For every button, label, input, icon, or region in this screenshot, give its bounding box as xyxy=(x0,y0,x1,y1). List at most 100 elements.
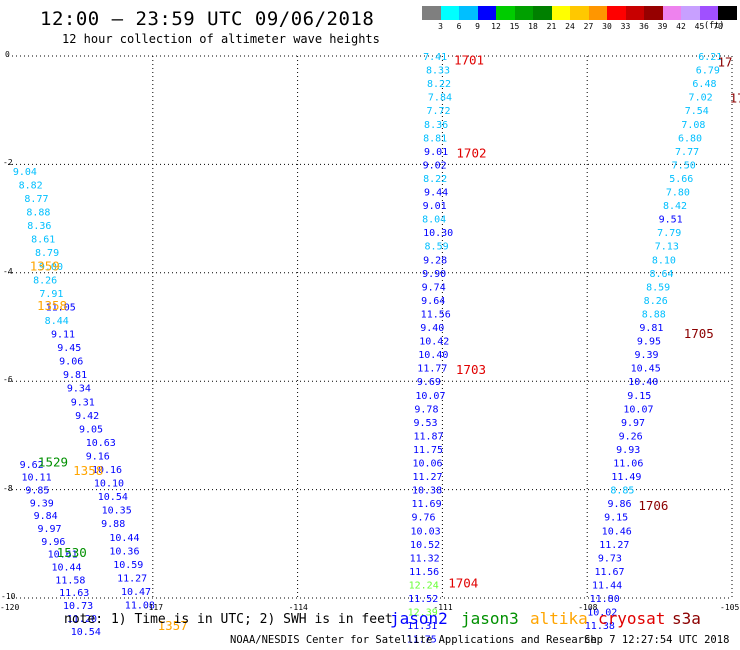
wave-height-label: 10.40 xyxy=(418,350,448,361)
wave-height-label: 8.59 xyxy=(425,242,449,253)
colorbar-label: 30 xyxy=(602,22,612,31)
wave-height-label: 8.44 xyxy=(45,316,69,327)
wave-height-label: 10.44 xyxy=(109,533,139,544)
colorbar-label: 15 xyxy=(509,22,520,31)
colorbar-label: 3 xyxy=(438,22,443,31)
wave-height-label: 10.06 xyxy=(412,459,442,470)
wave-height-label: 7.50 xyxy=(672,160,696,171)
wave-height-label: 12.39 xyxy=(408,608,438,619)
wave-height-label: 11.06 xyxy=(613,459,643,470)
wave-height-label: 9.15 xyxy=(604,513,628,524)
wave-height-label: 9.44 xyxy=(424,188,448,199)
colorbar-label: 36 xyxy=(639,22,649,31)
pass-time-label: 1703 xyxy=(456,362,486,377)
wave-height-label: 11.58 xyxy=(55,576,85,587)
wave-height-label: 11.67 xyxy=(594,567,624,578)
wave-height-label: 9.39 xyxy=(635,350,659,361)
x-tick-label: -117 xyxy=(143,603,164,612)
legend-s3a: s3a xyxy=(672,609,701,628)
wave-height-label: 9.76 xyxy=(412,513,436,524)
wave-height-label: 9.64 xyxy=(421,296,445,307)
pass-time-label: 1702 xyxy=(456,146,486,161)
wave-height-label: 9.97 xyxy=(621,418,645,429)
wave-height-label: 9.06 xyxy=(59,357,83,368)
wave-height-label: 9.73 xyxy=(598,553,622,564)
colorbar-swatch xyxy=(459,6,478,20)
colorbar-swatch xyxy=(422,6,441,20)
wave-height-label: 10.54 xyxy=(71,627,101,638)
colorbar-swatch xyxy=(440,6,459,20)
wave-height-label: 11.52 xyxy=(408,594,438,605)
wave-height-label: 9.34 xyxy=(67,384,91,395)
wave-height-label: 8.22 xyxy=(423,174,447,185)
wave-height-label: 11.05 xyxy=(46,302,76,313)
wave-height-label: 11.87 xyxy=(413,431,443,442)
wave-height-label: 11.20 xyxy=(67,614,97,625)
colorbar-label: 45 xyxy=(694,22,705,31)
wave-height-label: 9.01 xyxy=(424,147,448,158)
wave-height-label: 8.22 xyxy=(427,79,451,90)
wave-height-label: 7.84 xyxy=(428,93,452,104)
wave-height-label: 9.85 xyxy=(25,486,49,497)
wave-height-label: 9.93 xyxy=(616,445,640,456)
wave-height-label: 10.45 xyxy=(631,364,661,375)
wave-height-label: 9.62 xyxy=(20,460,44,471)
colorbar-label: 27 xyxy=(583,22,594,31)
wave-height-label: 10.44 xyxy=(51,563,81,574)
wave-height-label: 10.61 xyxy=(48,550,78,561)
pass-time-label: 1705 xyxy=(684,326,714,341)
wave-height-label: 8.82 xyxy=(19,180,43,191)
pass-time-label: 1359 xyxy=(30,258,60,273)
wave-height-label: 11.75 xyxy=(413,445,443,456)
colorbar-swatch xyxy=(588,6,607,20)
wave-height-label: 10.02 xyxy=(587,608,617,619)
x-tick-label: -108 xyxy=(578,603,598,612)
wave-height-label: 10.54 xyxy=(98,492,128,503)
wave-height-label: 10.42 xyxy=(419,337,449,348)
colorbar-label: 6 xyxy=(456,22,462,31)
wave-height-label: 9.84 xyxy=(34,511,58,522)
wave-height-label: 11.56 xyxy=(421,309,451,320)
y-tick-label: 0 xyxy=(5,50,10,59)
wave-height-label: 8.79 xyxy=(35,248,59,259)
wave-height-label: 9.74 xyxy=(422,282,446,293)
wave-height-label: 10.52 xyxy=(410,540,440,551)
wave-height-label: 8.36 xyxy=(424,120,448,131)
y-tick-label: -8 xyxy=(3,483,13,493)
colorbar-label: 70 xyxy=(713,22,723,31)
wave-height-label: 7.72 xyxy=(426,106,450,117)
colorbar-label: 33 xyxy=(620,22,631,31)
wave-height-label: 11.44 xyxy=(592,580,622,591)
wave-height-label: 7.91 xyxy=(39,289,63,300)
wave-height-label: 8.85 xyxy=(610,486,634,497)
y-tick-label: -2 xyxy=(3,158,13,168)
colorbar-swatch xyxy=(718,6,737,20)
wave-height-label: 10.59 xyxy=(113,560,143,571)
wave-height-label: 10.40 xyxy=(628,377,658,388)
wave-height-label: 9.11 xyxy=(51,330,75,341)
wave-height-label: 10.07 xyxy=(415,391,445,402)
wave-height-label: 7.80 xyxy=(666,188,690,199)
wave-height-label: 9.81 xyxy=(63,370,87,381)
wave-height-label: 10.16 xyxy=(92,465,122,476)
x-tick-label: -120 xyxy=(0,603,20,612)
wave-height-label: 10.47 xyxy=(121,587,151,598)
colorbar-unit: (ft) xyxy=(704,21,725,31)
legend-cryosat: cryosat xyxy=(598,609,666,628)
wave-height-label: 7.77 xyxy=(675,147,699,158)
wave-height-label: 9.04 xyxy=(13,167,37,178)
pass-time-label: 1706 xyxy=(638,498,668,513)
pass-time-label: 1530 xyxy=(57,545,87,560)
wave-height-label: 10.36 xyxy=(109,546,139,557)
wave-height-label: 9.51 xyxy=(659,215,683,226)
wave-height-label: 8.64 xyxy=(649,269,673,280)
wave-height-label: 7.13 xyxy=(655,242,679,253)
wave-height-label: 8.33 xyxy=(426,66,450,77)
wave-height-label: 10.11 xyxy=(22,473,52,484)
wave-height-label: 9.96 xyxy=(41,537,65,548)
wave-height-label: 9.78 xyxy=(414,404,438,415)
wave-height-label: 8.77 xyxy=(24,194,48,205)
wave-height-label: 11.75 xyxy=(407,635,437,646)
wave-height-label: 10.30 xyxy=(423,228,453,239)
legend-altika: altika xyxy=(530,609,588,628)
